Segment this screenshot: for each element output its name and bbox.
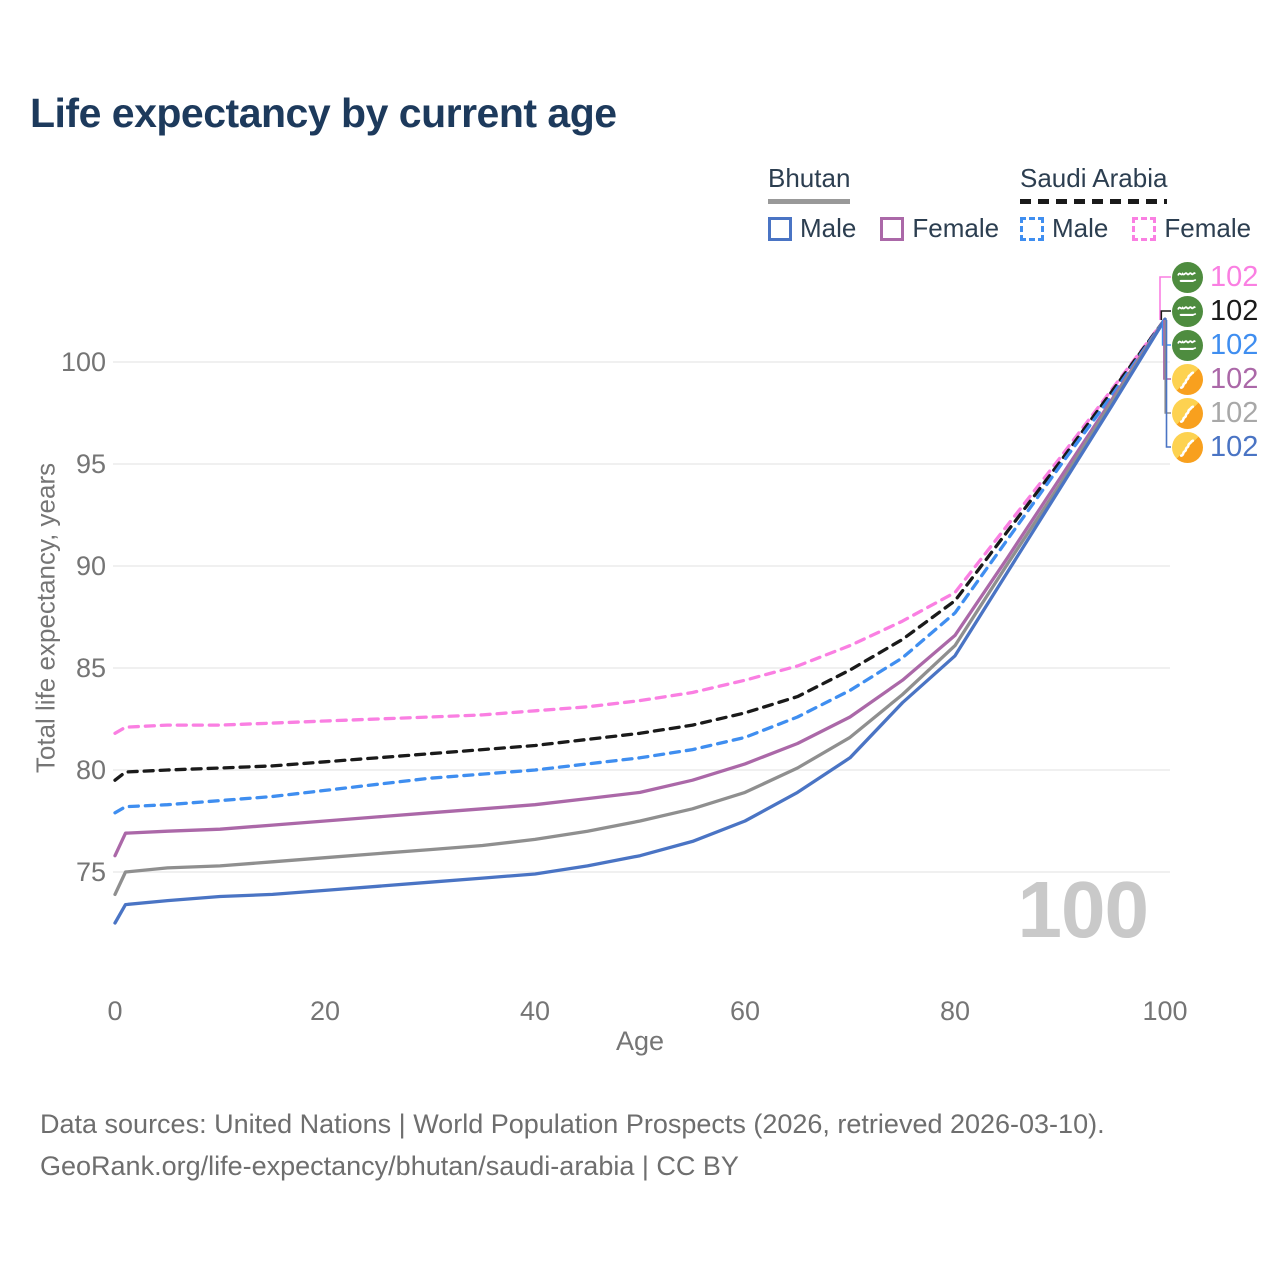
legend-swatch-saudi-female (1132, 216, 1157, 241)
label-leader-line (1159, 276, 1171, 320)
series-end-label: 102 (1172, 294, 1258, 328)
y-tick-label: 95 (76, 449, 106, 479)
legend-group-bhutan: Bhutan Male Female (768, 163, 999, 244)
x-tick-label: 100 (1142, 996, 1187, 1026)
x-tick-label: 20 (310, 996, 340, 1026)
legend-country-bhutan[interactable]: Bhutan (768, 163, 851, 193)
series-line-bhutan-female (113, 317, 1167, 858)
label-leader-line (1161, 320, 1171, 346)
bhutan-flag-icon (1172, 431, 1203, 463)
series-end-labels: 102 102 102 102 102 (1172, 0, 1280, 500)
legend-item-bhutan-female[interactable]: Female (880, 213, 999, 244)
legend-item-label: Male (800, 213, 857, 243)
series-end-label: 102 (1172, 362, 1258, 396)
legend-item-saudi-female[interactable]: Female (1132, 213, 1251, 244)
y-tick-label: 100 (61, 347, 106, 377)
bhutan-flag-icon (1172, 397, 1203, 429)
label-leader-line (1165, 320, 1171, 448)
series-line-bhutan-male (113, 317, 1167, 925)
legend-group-saudi-arabia: Saudi Arabia Male Female (1020, 163, 1251, 244)
series-end-label: 102 (1172, 328, 1258, 362)
page-title: Life expectancy by current age (30, 90, 617, 136)
series-line-saudi-arabia-total (113, 317, 1167, 782)
series-end-label: 102 (1172, 430, 1258, 464)
saudi-arabia-flag-icon (1172, 329, 1203, 361)
legend-item-bhutan-male[interactable]: Male (768, 213, 856, 244)
end-value: 102 (1210, 430, 1259, 463)
legend-swatch-bhutan-female (880, 216, 905, 241)
attribution-line: GeoRank.org/life-expectancy/bhutan/saudi… (40, 1150, 739, 1181)
y-tick-label: 90 (76, 551, 106, 581)
legend-item-label: Male (1052, 213, 1109, 243)
legend-underline-saudi-arabia (1020, 199, 1168, 204)
series-line-bhutan-total (113, 317, 1167, 897)
legend-item-saudi-male[interactable]: Male (1020, 213, 1108, 244)
legend-swatch-bhutan-male (768, 216, 792, 241)
series-end-label: 102 (1172, 260, 1258, 294)
x-axis-title: Age (615, 1026, 665, 1056)
end-value: 102 (1210, 396, 1259, 429)
legend-item-label: Female (912, 213, 1000, 243)
series-line-saudi-arabia-male (113, 317, 1167, 815)
end-value: 102 (1210, 362, 1259, 395)
x-tick-label: 0 (107, 996, 122, 1026)
x-tick-label: 80 (940, 996, 970, 1026)
end-value: 102 (1210, 260, 1259, 293)
label-leader-line (1164, 320, 1171, 414)
current-age-watermark: 100 (1017, 865, 1149, 954)
end-value: 102 (1210, 294, 1259, 327)
x-tick-label: 40 (520, 996, 550, 1026)
x-tick-label: 60 (730, 996, 760, 1026)
saudi-arabia-flag-icon (1172, 295, 1203, 327)
y-tick-label: 75 (76, 857, 106, 887)
legend-swatch-saudi-male (1020, 216, 1044, 241)
end-value: 102 (1210, 328, 1259, 361)
y-axis-title: Total life expectancy, years (30, 462, 61, 774)
series-line-saudi-arabia-female (113, 317, 1167, 735)
legend-underline-bhutan (768, 199, 851, 204)
bhutan-flag-icon (1172, 363, 1203, 395)
footer: Data sources: United Nations | World Pop… (40, 1104, 1105, 1188)
series-end-label: 102 (1172, 396, 1258, 430)
legend-country-saudi-arabia[interactable]: Saudi Arabia (1020, 163, 1168, 193)
label-leader-line (1160, 310, 1171, 320)
y-tick-label: 85 (76, 653, 106, 683)
data-sources-line: Data sources: United Nations | World Pop… (40, 1109, 1105, 1139)
legend-item-label: Female (1164, 213, 1252, 243)
y-tick-label: 80 (76, 755, 106, 785)
label-leader-line (1163, 320, 1171, 380)
saudi-arabia-flag-icon (1172, 261, 1203, 293)
